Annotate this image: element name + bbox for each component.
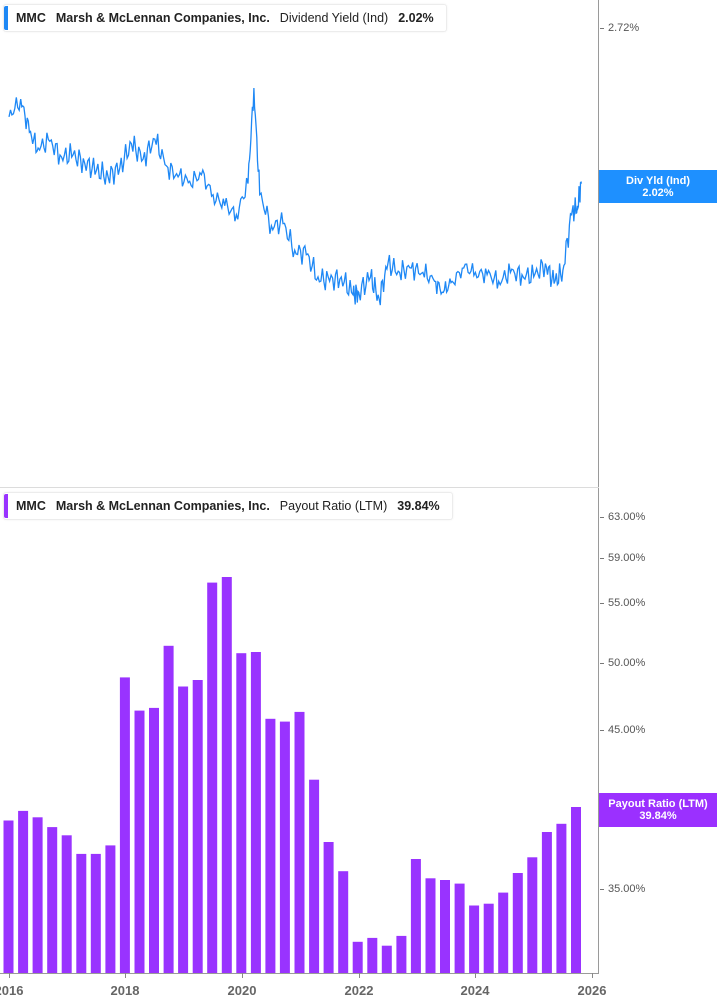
payout-bar-2016Q2 (18, 810, 29, 973)
legend-metric: Payout Ratio (LTM) (279, 499, 388, 513)
payout-bar-2018Q2 (134, 710, 145, 973)
payout-ratio-legend[interactable]: MMC Marsh & McLennan Companies, Inc. Pay… (3, 492, 453, 520)
x-tick-label-2026: 2026 (577, 983, 607, 998)
dividend-yield-line (8, 87, 583, 306)
payout-ratio-bar-chart (3, 577, 581, 973)
payout-bar-2024Q3 (498, 892, 509, 973)
badge-label: Payout Ratio (LTM) (608, 798, 708, 810)
payout-bar-2021Q3 (323, 842, 334, 973)
legend-company: Marsh & McLennan Companies, Inc. (55, 499, 270, 513)
legend-value: 39.84% (397, 499, 440, 513)
legend-color-swatch (4, 494, 8, 518)
payout-bar-2018Q1 (119, 677, 130, 973)
x-tick-label-2024: 2024 (460, 983, 490, 998)
x-tick-mark (9, 973, 10, 978)
payout-bar-2019Q2 (192, 680, 203, 973)
badge-value: 2.02% (642, 187, 674, 199)
payout-bar-2024Q2 (483, 903, 494, 973)
legend-color-swatch (4, 6, 8, 30)
payout-bar-2025Q1 (527, 857, 538, 973)
legend-value: 2.02% (398, 11, 434, 25)
payout-ratio-value-badge: Payout Ratio (LTM) 39.84% (599, 793, 717, 827)
y-tick-bottom-5: 35.00% (600, 882, 645, 896)
payout-ratio-panel: MMC Marsh & McLennan Companies, Inc. Pay… (0, 488, 717, 1005)
legend-company: Marsh & McLennan Companies, Inc. (55, 11, 270, 25)
dividend-yield-value-badge: Div Yld (Ind) 2.02% (599, 170, 717, 203)
payout-bar-2022Q2 (367, 937, 378, 973)
payout-bar-2019Q1 (178, 686, 189, 973)
payout-bar-2023Q3 (440, 880, 450, 973)
payout-bar-2022Q1 (352, 941, 363, 973)
payout-bar-2017Q2 (76, 853, 87, 973)
payout-bar-2020Q3 (265, 718, 276, 973)
x-tick-mark (242, 973, 243, 978)
legend-ticker: MMC (16, 11, 46, 25)
payout-bar-2021Q4 (338, 871, 349, 973)
x-tick-mark (125, 973, 126, 978)
x-tick-label-2016: 2016 (0, 983, 24, 998)
payout-bar-2018Q3 (149, 707, 159, 973)
y-tick-bottom-3: 50.00% (600, 656, 645, 670)
payout-bar-2024Q1 (469, 905, 480, 973)
x-tick-mark (359, 973, 360, 978)
payout-bar-2023Q2 (425, 878, 436, 973)
payout-bar-2021Q2 (309, 779, 320, 973)
payout-bar-2025Q2 (541, 832, 552, 973)
x-tick-label-2020: 2020 (227, 983, 257, 998)
dividend-yield-line-chart (8, 87, 583, 306)
dividend-yield-panel: MMC Marsh & McLennan Companies, Inc. Div… (0, 0, 717, 487)
payout-bar-2019Q4 (221, 577, 232, 973)
payout-bar-2017Q4 (105, 845, 116, 973)
y-tick-bottom-1: 59.00% (600, 551, 645, 565)
x-tick-label-2018: 2018 (110, 983, 140, 998)
payout-bar-2025Q3 (556, 823, 567, 973)
payout-bar-2022Q4 (396, 935, 407, 973)
payout-bar-2018Q4 (163, 645, 174, 973)
x-tick-mark (592, 973, 593, 978)
payout-bar-2019Q3 (207, 582, 218, 973)
y-axis-line-bottom (598, 488, 599, 974)
payout-bar-2020Q4 (279, 721, 290, 973)
payout-bar-2017Q1 (61, 835, 72, 973)
payout-bar-2020Q1 (236, 653, 247, 973)
y-tick-bottom-4: 45.00% (600, 723, 645, 737)
payout-bar-2020Q2 (250, 652, 261, 973)
payout-bar-2016Q1 (3, 820, 14, 973)
legend-ticker: MMC (16, 499, 46, 513)
payout-bar-2017Q3 (90, 853, 101, 973)
y-tick-bottom-0: 63.00% (600, 510, 645, 524)
y-tick-top-0: 2.72% (600, 21, 639, 35)
x-tick-label-2022: 2022 (344, 983, 374, 998)
y-tick-bottom-2: 55.00% (600, 596, 645, 610)
y-axis-line-top (598, 0, 599, 487)
panel-divider[interactable] (0, 487, 599, 488)
dividend-yield-legend[interactable]: MMC Marsh & McLennan Companies, Inc. Div… (3, 4, 447, 32)
legend-metric: Dividend Yield (Ind) (279, 11, 389, 25)
payout-bar-2016Q4 (47, 827, 58, 973)
badge-label: Div Yld (Ind) (626, 175, 690, 187)
payout-bar-2024Q4 (512, 873, 523, 973)
payout-bar-2016Q3 (32, 817, 43, 973)
payout-bar-2021Q1 (294, 711, 305, 973)
payout-bar-2022Q3 (381, 945, 392, 973)
x-tick-mark (475, 973, 476, 978)
x-axis-line (0, 973, 599, 974)
payout-bar-2023Q4 (454, 883, 465, 973)
payout-bar-2025Q4 (571, 807, 581, 973)
payout-bar-2023Q1 (410, 859, 421, 973)
badge-value: 39.84% (639, 810, 677, 822)
